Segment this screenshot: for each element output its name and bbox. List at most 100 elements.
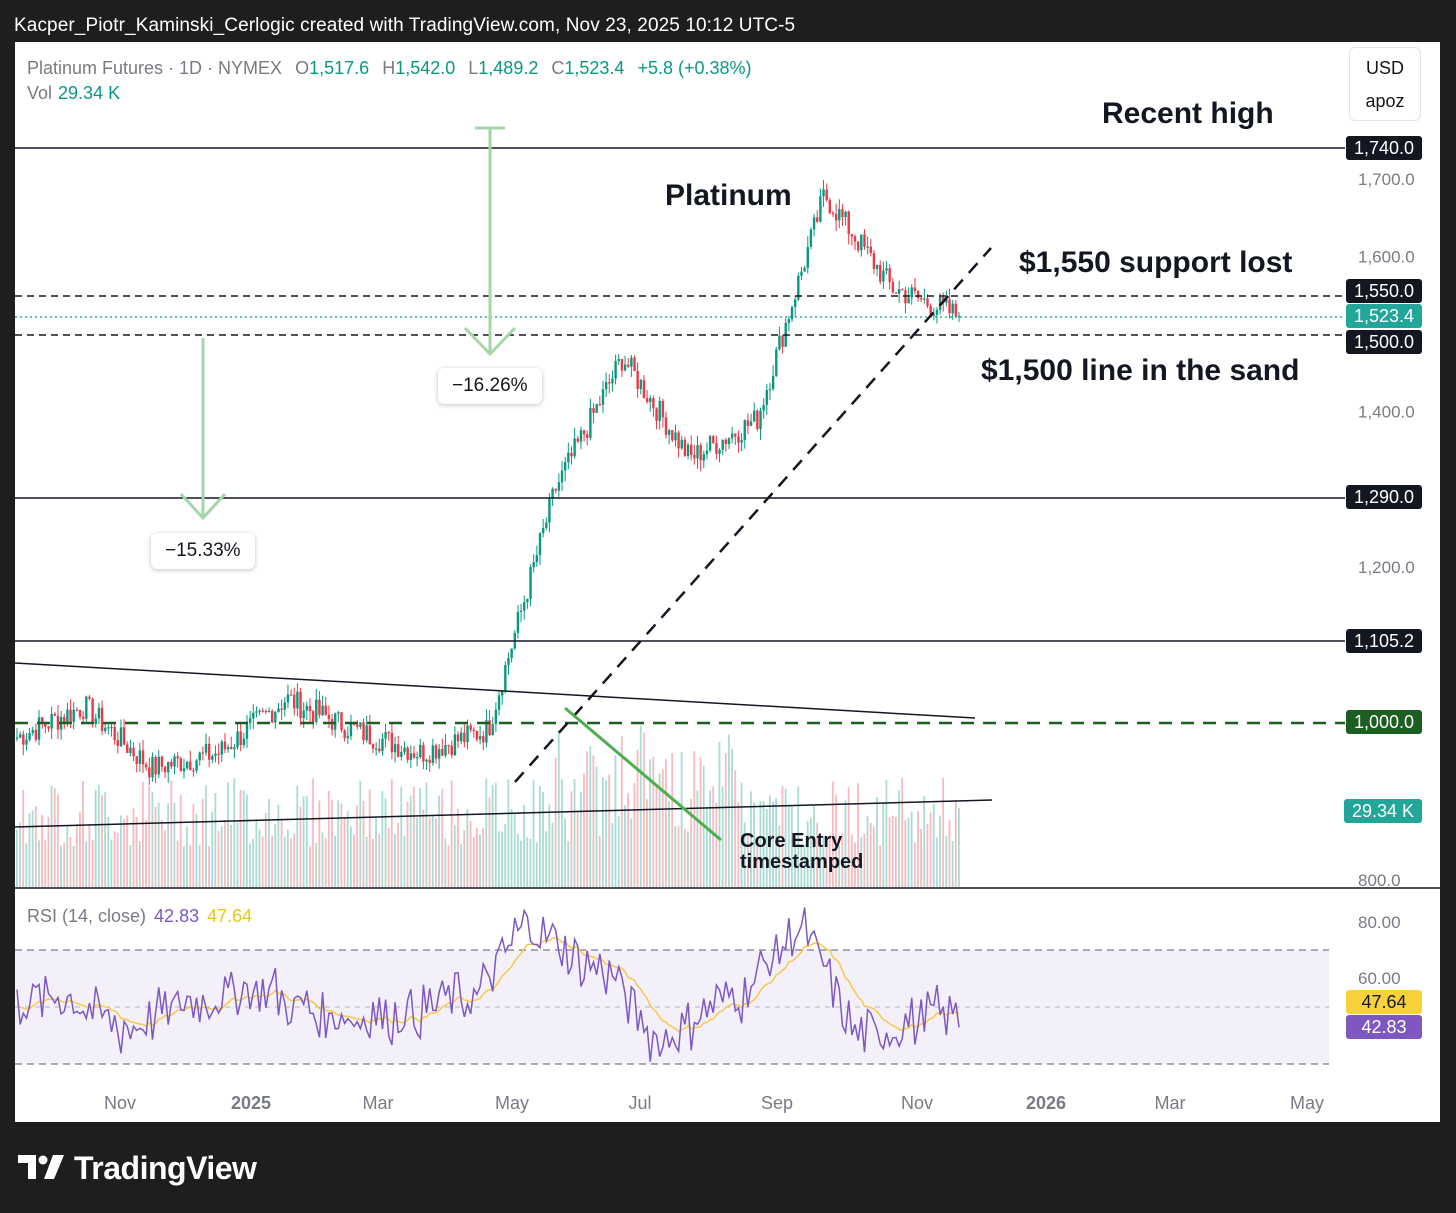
volume-bar xyxy=(214,793,217,887)
volume-bar xyxy=(315,842,318,887)
candle-body xyxy=(516,611,520,633)
volume-legend[interactable]: Vol 29.34 K xyxy=(27,83,120,104)
candle-body xyxy=(696,445,699,459)
candle-body xyxy=(680,439,683,449)
volume-bar xyxy=(372,838,374,887)
candle-body xyxy=(639,380,642,390)
candle-body xyxy=(81,716,85,719)
price-label-1740: 1,740.0 xyxy=(1345,136,1422,160)
volume-bar xyxy=(337,800,340,887)
candle-body xyxy=(853,236,857,242)
candle-body xyxy=(494,709,498,725)
volume-bar xyxy=(19,822,21,887)
volume-bar xyxy=(743,822,746,887)
volume-bar xyxy=(564,818,566,887)
volume-bar xyxy=(349,826,352,887)
rsi-legend[interactable]: RSI (14, close) 42.83 47.64 xyxy=(27,906,252,927)
candle-body xyxy=(753,410,756,422)
volume-bar xyxy=(255,820,258,887)
candle-body xyxy=(478,736,482,740)
volume-bar xyxy=(198,844,201,887)
volume-bar xyxy=(353,834,355,887)
candle-body xyxy=(444,744,447,756)
volume-bar xyxy=(110,839,113,887)
volume-bar xyxy=(469,820,472,887)
candle-body xyxy=(510,648,513,659)
volume-bar xyxy=(907,817,910,887)
volume-bar xyxy=(561,779,563,887)
volume-bar xyxy=(312,778,314,887)
rsi-label: RSI (14, close) xyxy=(27,906,147,926)
candle-body xyxy=(132,747,135,757)
volume-bar xyxy=(696,790,699,887)
volume-bar xyxy=(192,804,195,887)
volume-bar xyxy=(913,842,916,887)
volume-bar xyxy=(850,834,853,887)
chart-frame[interactable]: 1,700.0 1,600.0 1,400.0 1,200.0 800.0 Nov 202… xyxy=(15,42,1440,1122)
candle-body xyxy=(31,729,34,734)
volume-bar xyxy=(94,789,97,887)
low-label: L xyxy=(468,58,479,78)
candle-body xyxy=(819,196,822,222)
candle-body xyxy=(384,732,387,739)
volume-value: 29.34 K xyxy=(58,83,121,103)
candle-body xyxy=(951,303,954,314)
candle-body xyxy=(567,452,570,463)
volume-bar xyxy=(904,820,907,887)
volume-bar xyxy=(573,779,576,887)
volume-bar xyxy=(394,834,396,887)
volume-bar xyxy=(173,802,176,887)
candle-body xyxy=(800,271,803,276)
volume-bar xyxy=(409,795,412,887)
volume-bar xyxy=(942,777,945,887)
volume-bar xyxy=(189,845,192,887)
volume-bar xyxy=(775,798,778,887)
volume-bar xyxy=(53,788,56,887)
candle-body xyxy=(387,732,390,734)
volume-bar xyxy=(854,842,856,887)
candle-body xyxy=(497,695,501,710)
candle-body xyxy=(258,710,261,712)
measure-pct-right[interactable]: −16.26% xyxy=(438,368,542,404)
volume-bar xyxy=(866,815,869,887)
candle-body xyxy=(781,335,784,347)
candle-body xyxy=(346,736,350,739)
candle-body xyxy=(393,744,397,753)
symbol-name: Platinum Futures · 1D · NYMEX xyxy=(27,58,283,78)
candle-body xyxy=(167,761,170,773)
volume-bar xyxy=(869,822,872,887)
candle-body xyxy=(69,709,72,722)
candle-body xyxy=(579,430,583,442)
candle-body xyxy=(318,699,321,716)
volume-bar xyxy=(671,753,674,887)
candle-body xyxy=(100,707,104,731)
volume-bar xyxy=(28,813,31,887)
candle-body xyxy=(337,712,340,714)
volume-bar xyxy=(772,801,774,887)
volume-bar xyxy=(201,798,204,887)
volume-bar xyxy=(579,792,582,887)
volume-bar xyxy=(652,756,655,887)
time-tick-label: Mar xyxy=(1155,1093,1186,1113)
candle-body xyxy=(806,246,809,268)
price-label-1550: 1,550.0 xyxy=(1345,279,1422,303)
currency-selector[interactable]: USD apoz xyxy=(1349,47,1421,121)
volume-bar xyxy=(79,812,81,887)
price-chart[interactable]: 1,700.0 1,600.0 1,400.0 1,200.0 800.0 Nov 202… xyxy=(15,42,1440,1122)
low-value: 1,489.2 xyxy=(478,58,539,78)
candle-body xyxy=(22,734,25,745)
candle-body xyxy=(507,658,510,666)
volume-bar xyxy=(60,845,62,887)
volume-bar xyxy=(475,827,478,887)
measure-pct-left[interactable]: −15.33% xyxy=(151,533,255,569)
volume-bar xyxy=(712,786,715,887)
symbol-legend[interactable]: Platinum Futures · 1D · NYMEX O1,517.6 H… xyxy=(27,58,752,79)
volume-bar xyxy=(119,815,122,887)
candle-body xyxy=(630,357,633,367)
volume-bar xyxy=(898,790,900,887)
volume-bar xyxy=(920,828,922,887)
candle-body xyxy=(267,710,271,713)
volume-bar xyxy=(138,841,141,887)
candle-body xyxy=(431,745,435,763)
wedge-upper-line xyxy=(15,662,976,719)
